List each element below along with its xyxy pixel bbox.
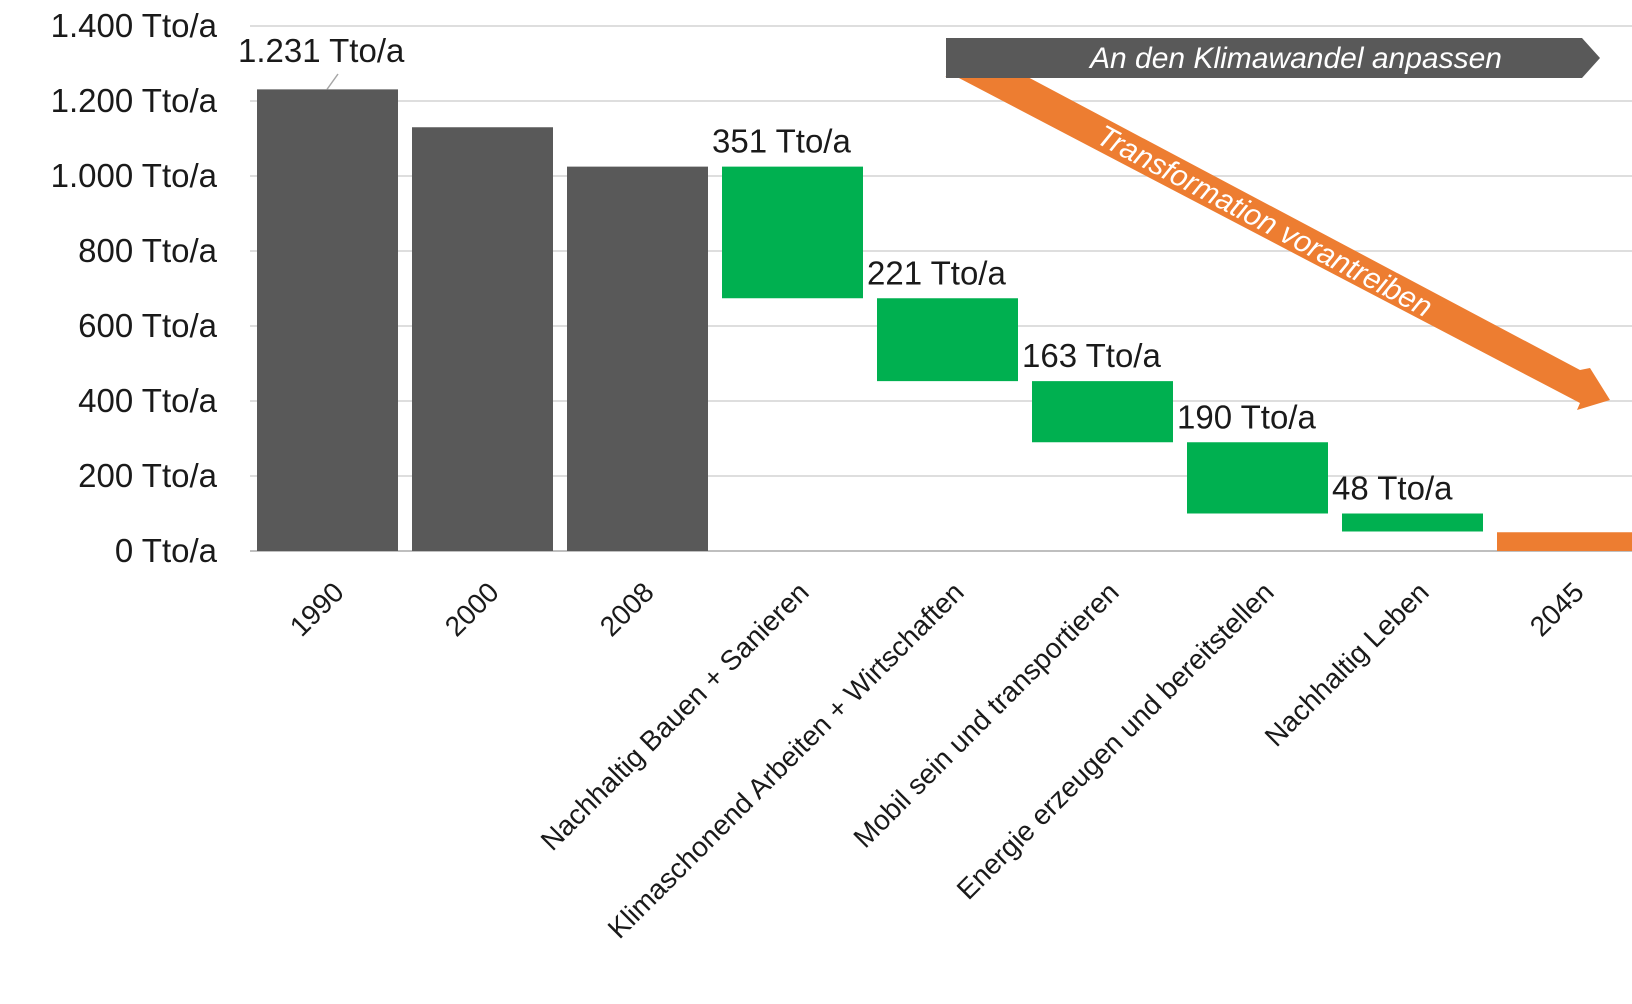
- x-tick-label: Energie erzeugen und bereitstellen: [951, 576, 1280, 905]
- y-tick-label: 400 Tto/a: [78, 382, 217, 419]
- adaptation-banner-text: An den Klimawandel anpassen: [1088, 42, 1502, 75]
- y-tick-label: 1.200 Tto/a: [51, 82, 218, 119]
- y-tick-label: 1.000 Tto/a: [51, 157, 218, 194]
- bar-1990: [257, 89, 398, 551]
- x-tick-label: 2008: [594, 576, 660, 642]
- x-tick-label: 2045: [1524, 576, 1590, 642]
- bar-2045: [1497, 532, 1632, 551]
- data-label: 48 Tto/a: [1332, 470, 1453, 507]
- data-label: 190 Tto/a: [1177, 398, 1316, 435]
- data-label: 351 Tto/a: [712, 123, 851, 160]
- x-tick-label: 1990: [284, 576, 350, 642]
- x-tick-label: Mobil sein und transportieren: [847, 576, 1124, 853]
- leader-line: [326, 73, 339, 90]
- transformation-arrow-text: Transformation vorantreiben: [1091, 119, 1437, 324]
- x-tick-label: 2000: [439, 576, 505, 642]
- y-tick-label: 0 Tto/a: [115, 532, 218, 569]
- data-label: 163 Tto/a: [1022, 337, 1161, 374]
- x-tick-label: Nachhaltig Leben: [1259, 576, 1435, 752]
- bar-mobil-sein-und-transportieren: [1032, 381, 1173, 443]
- x-tick-label: Nachhaltig Bauen + Sanieren: [535, 576, 815, 856]
- data-label: 221 Tto/a: [867, 254, 1006, 291]
- bar-nachhaltig-bauen-sanieren: [722, 166, 863, 299]
- data-label: 1.231 Tto/a: [238, 32, 405, 69]
- bar-nachhaltig-leben: [1342, 513, 1483, 532]
- bar-2008: [567, 166, 708, 551]
- x-tick-label: Klimaschonend Arbeiten + Wirtschaften: [602, 576, 970, 944]
- y-tick-label: 800 Tto/a: [78, 232, 217, 269]
- adaptation-banner-arrow: [946, 38, 1600, 78]
- bar-klimaschonend-arbeiten-wirtschaften: [877, 298, 1018, 382]
- transformation-arrow: [945, 57, 1610, 410]
- y-tick-label: 1.400 Tto/a: [51, 7, 218, 44]
- y-tick-label: 200 Tto/a: [78, 457, 217, 494]
- y-tick-label: 600 Tto/a: [78, 307, 217, 344]
- bar-2000: [412, 127, 553, 551]
- bar-energie-erzeugen-und-bereitstellen: [1187, 442, 1328, 514]
